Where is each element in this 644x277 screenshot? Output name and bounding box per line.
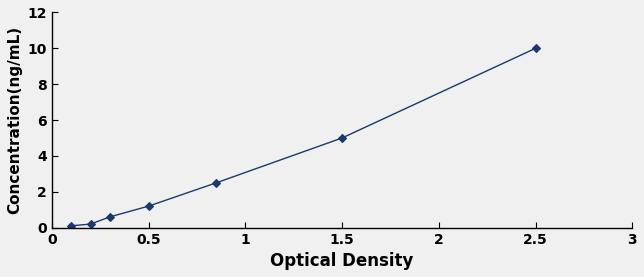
X-axis label: Optical Density: Optical Density: [270, 252, 413, 270]
Y-axis label: Concentration(ng/mL): Concentration(ng/mL): [7, 26, 22, 214]
